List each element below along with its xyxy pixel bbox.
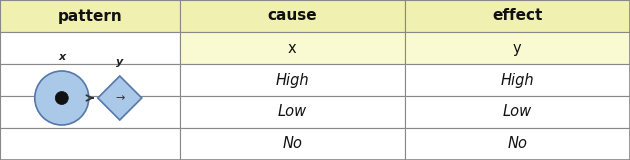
Text: pattern: pattern	[57, 8, 122, 24]
FancyBboxPatch shape	[0, 32, 180, 64]
FancyBboxPatch shape	[404, 128, 630, 160]
Text: No: No	[282, 136, 302, 152]
FancyBboxPatch shape	[404, 64, 630, 96]
FancyBboxPatch shape	[180, 128, 404, 160]
FancyBboxPatch shape	[0, 96, 180, 128]
Text: High: High	[275, 72, 309, 88]
FancyBboxPatch shape	[180, 0, 404, 32]
FancyBboxPatch shape	[404, 0, 630, 32]
Circle shape	[55, 92, 68, 104]
Text: effect: effect	[492, 8, 542, 24]
FancyBboxPatch shape	[180, 96, 404, 128]
Text: Low: Low	[278, 104, 307, 120]
Text: Low: Low	[503, 104, 532, 120]
Text: No: No	[507, 136, 527, 152]
Text: y: y	[116, 57, 123, 67]
FancyBboxPatch shape	[404, 96, 630, 128]
Text: x: x	[288, 40, 297, 56]
FancyBboxPatch shape	[0, 128, 180, 160]
FancyBboxPatch shape	[180, 64, 404, 96]
FancyBboxPatch shape	[180, 32, 404, 64]
FancyBboxPatch shape	[404, 32, 630, 64]
Text: High: High	[501, 72, 534, 88]
Polygon shape	[98, 76, 142, 120]
FancyBboxPatch shape	[0, 0, 180, 32]
Text: →: →	[115, 93, 125, 103]
Circle shape	[35, 71, 89, 125]
Text: cause: cause	[267, 8, 317, 24]
Text: y: y	[513, 40, 522, 56]
Text: x: x	[58, 52, 66, 62]
FancyBboxPatch shape	[0, 64, 180, 96]
